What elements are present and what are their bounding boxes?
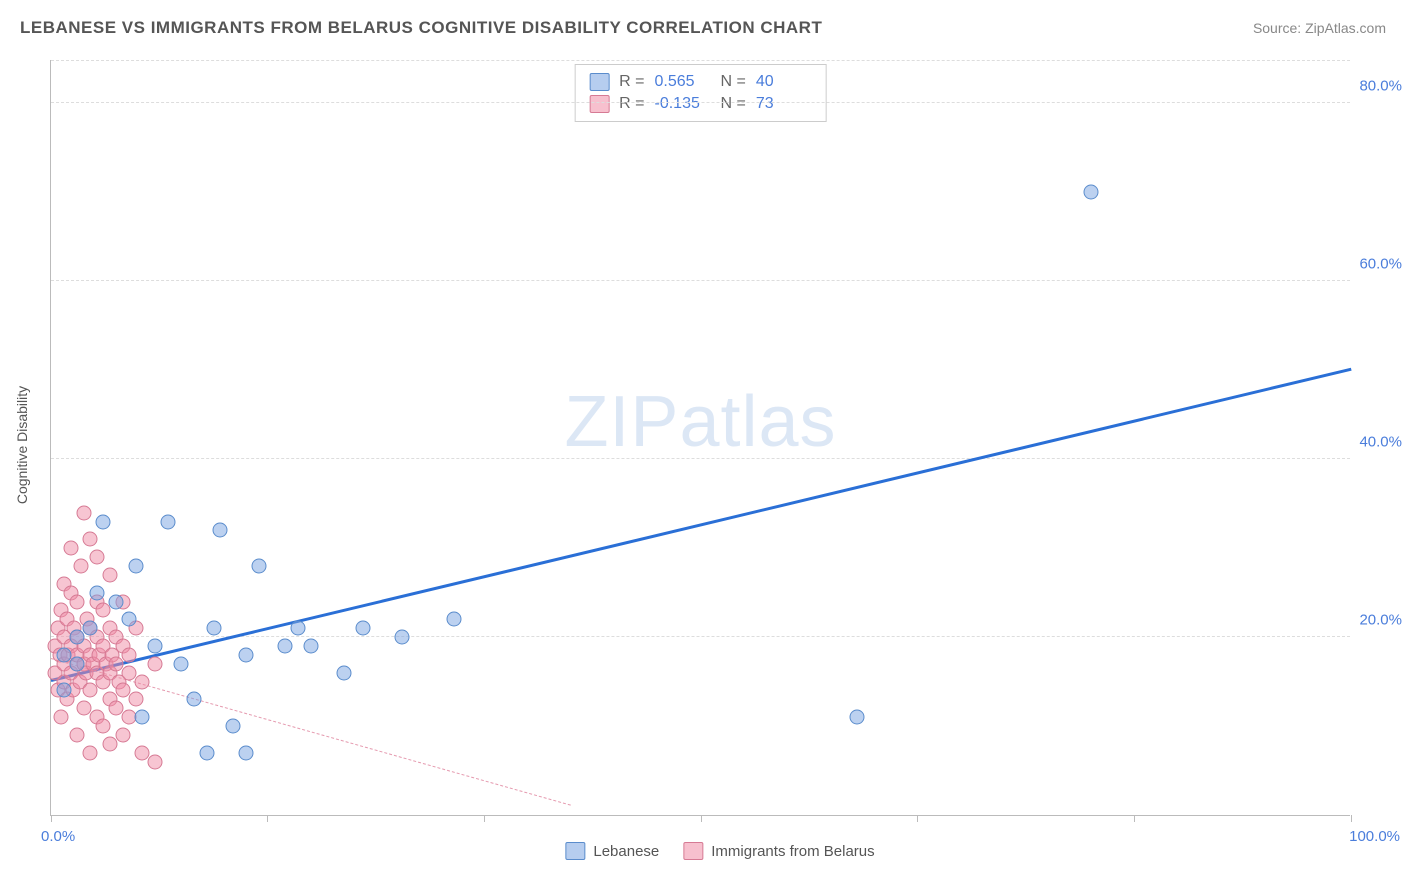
data-point [102, 736, 117, 751]
legend-item: Immigrants from Belarus [683, 842, 874, 860]
ytick-label: 80.0% [1359, 78, 1402, 95]
xtick-label-right: 100.0% [1349, 828, 1400, 845]
data-point [135, 674, 150, 689]
data-point [70, 656, 85, 671]
gridline [51, 60, 1350, 61]
chart-container: Cognitive Disability ZIPatlas R =0.565N … [50, 60, 1390, 830]
swatch-pink [589, 95, 609, 113]
data-point [291, 621, 306, 636]
legend-label: Lebanese [593, 843, 659, 860]
data-point [226, 719, 241, 734]
data-point [70, 727, 85, 742]
stat-N-value: 40 [756, 73, 812, 91]
gridline [51, 102, 1350, 103]
xtick-label-left: 0.0% [41, 828, 75, 845]
data-point [63, 541, 78, 556]
xtick [701, 815, 702, 822]
stats-row: R = -0.135 N = 73 [589, 93, 812, 115]
stat-N-label: N = [721, 95, 746, 113]
legend-label: Immigrants from Belarus [711, 843, 874, 860]
data-point [83, 621, 98, 636]
xtick [267, 815, 268, 822]
data-point [128, 692, 143, 707]
data-point [206, 621, 221, 636]
gridline [51, 280, 1350, 281]
stat-N-value: 73 [756, 95, 812, 113]
ytick-label: 60.0% [1359, 256, 1402, 273]
data-point [447, 612, 462, 627]
watermark: ZIPatlas [564, 381, 836, 463]
xtick [917, 815, 918, 822]
stat-R-value: 0.565 [655, 73, 711, 91]
legend-item: Lebanese [565, 842, 659, 860]
data-point [200, 745, 215, 760]
data-point [148, 656, 163, 671]
data-point [57, 683, 72, 698]
data-point [83, 745, 98, 760]
data-point [70, 594, 85, 609]
swatch-blue [565, 842, 585, 860]
ytick-label: 40.0% [1359, 434, 1402, 451]
data-point [252, 558, 267, 573]
regression-line [51, 367, 1352, 681]
data-point [356, 621, 371, 636]
data-point [76, 505, 91, 520]
gridline [51, 636, 1350, 637]
data-point [239, 647, 254, 662]
data-point [304, 639, 319, 654]
data-point [89, 585, 104, 600]
data-point [395, 630, 410, 645]
data-point [336, 665, 351, 680]
xtick [51, 815, 52, 822]
data-point [135, 710, 150, 725]
data-point [96, 514, 111, 529]
stat-R-value: -0.135 [655, 95, 711, 113]
data-point [96, 603, 111, 618]
stat-R-label: R = [619, 73, 644, 91]
source-label: Source: ZipAtlas.com [1253, 20, 1386, 36]
data-point [128, 558, 143, 573]
data-point [187, 692, 202, 707]
data-point [148, 754, 163, 769]
plot-area: ZIPatlas R =0.565N =40R =-0.135N =73 20.… [50, 60, 1350, 816]
swatch-pink [683, 842, 703, 860]
data-point [213, 523, 228, 538]
xtick [1134, 815, 1135, 822]
gridline [51, 458, 1350, 459]
data-point [89, 550, 104, 565]
data-point [102, 567, 117, 582]
data-point [109, 594, 124, 609]
data-point [83, 683, 98, 698]
data-point [122, 647, 137, 662]
xtick [1351, 815, 1352, 822]
data-point [115, 727, 130, 742]
data-point [73, 558, 88, 573]
xtick [484, 815, 485, 822]
stat-N-label: N = [721, 73, 746, 91]
data-point [83, 532, 98, 547]
data-point [850, 710, 865, 725]
chart-title: LEBANESE VS IMMIGRANTS FROM BELARUS COGN… [20, 18, 822, 38]
data-point [239, 745, 254, 760]
data-point [122, 612, 137, 627]
legend: Lebanese Immigrants from Belarus [565, 842, 874, 860]
stat-R-label: R = [619, 95, 644, 113]
stats-row: R = 0.565 N = 40 [589, 71, 812, 93]
data-point [96, 719, 111, 734]
swatch-blue [589, 73, 609, 91]
stats-box: R = 0.565 N = 40 R = -0.135 N = 73 [574, 64, 827, 122]
ytick-label: 20.0% [1359, 612, 1402, 629]
data-point [174, 656, 189, 671]
data-point [1084, 185, 1099, 200]
data-point [161, 514, 176, 529]
data-point [148, 639, 163, 654]
data-point [54, 710, 69, 725]
data-point [70, 630, 85, 645]
data-point [278, 639, 293, 654]
y-axis-label: Cognitive Disability [14, 386, 30, 504]
